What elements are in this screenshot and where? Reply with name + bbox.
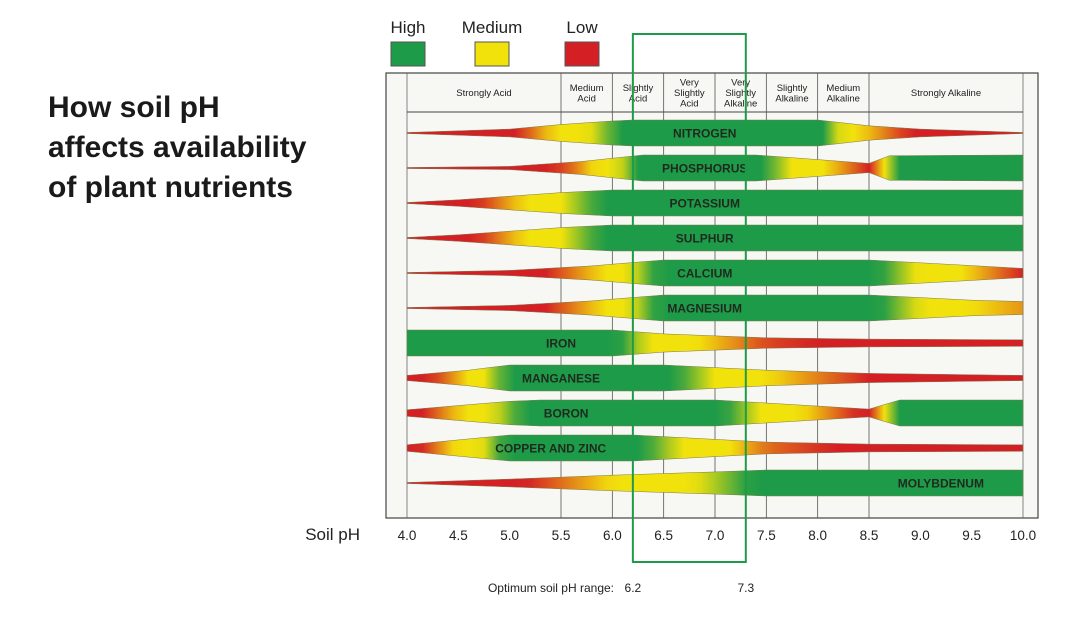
- legend-swatch-medium: [474, 41, 510, 67]
- nutrient-label: NITROGEN: [673, 127, 736, 141]
- zone-label-line: Acid: [680, 99, 698, 110]
- x-tick-label: 6.0: [603, 528, 622, 543]
- legend-swatch-high: [390, 41, 426, 67]
- zone-label-line: Acid: [629, 93, 647, 104]
- title-line-1: How soil pH: [48, 91, 220, 124]
- zone-label-line: Very: [680, 78, 699, 89]
- band-manganese: [406, 364, 1024, 392]
- zone-label-line: Strongly Alkaline: [911, 88, 981, 99]
- zone-label-line: Acid: [577, 93, 595, 104]
- zone-label-line: Slightly: [674, 88, 705, 99]
- zone-label-line: Strongly Acid: [456, 88, 511, 99]
- band-calcium: [406, 259, 1024, 287]
- nutrient-label: CALCIUM: [677, 267, 732, 281]
- legend-swatch-low: [564, 41, 600, 67]
- x-tick-label: 6.5: [654, 528, 673, 543]
- nutrient-label: PHOSPHORUS: [662, 162, 747, 176]
- nutrient-label: IRON: [546, 337, 576, 351]
- x-tick-label: 7.0: [706, 528, 725, 543]
- x-tick-label: 9.0: [911, 528, 930, 543]
- zone-label: Strongly Alkaline: [911, 88, 981, 99]
- x-tick-label: 5.5: [552, 528, 571, 543]
- band-molybdenum: [406, 469, 1024, 497]
- band-phosphorus: [406, 154, 1024, 182]
- band-nitrogen: [406, 119, 1024, 147]
- optimum-range-label: Optimum soil pH range:: [488, 581, 614, 595]
- zone-label-line: Slightly: [777, 83, 808, 94]
- zone-label-line: Very: [731, 78, 750, 89]
- zone-label-line: Alkaline: [827, 93, 860, 104]
- legend-label-medium: Medium: [462, 18, 522, 37]
- band-magnesium: [406, 294, 1024, 322]
- zone-label: Very Slightly Acid: [674, 78, 705, 110]
- optimum-range-box: [631, 33, 747, 563]
- zone-label-line: Alkaline: [775, 93, 808, 104]
- legend-label-high: High: [391, 18, 426, 37]
- x-tick-label: 10.0: [1010, 528, 1036, 543]
- zone-label-line: Slightly: [623, 83, 654, 94]
- band-potassium: [406, 189, 1024, 217]
- x-tick-label: 8.0: [808, 528, 827, 543]
- x-tick-label: 4.0: [398, 528, 417, 543]
- nutrient-label: BORON: [544, 407, 589, 421]
- nutrient-label: MAGNESIUM: [667, 302, 742, 316]
- zone-label: Slightly Alkaline: [775, 83, 808, 105]
- zone-label-line: Medium: [826, 83, 860, 94]
- optimum-range-from: 6.2: [625, 581, 642, 595]
- zone-label: Slightly Acid: [623, 83, 654, 105]
- nutrient-label: COPPER AND ZINC: [495, 442, 606, 456]
- optimum-range-to: 7.3: [737, 581, 754, 595]
- x-tick-label: 4.5: [449, 528, 468, 543]
- title-line-3: of plant nutrients: [48, 171, 293, 204]
- chart-title: How soil pH affects availability of plan…: [48, 88, 368, 208]
- zone-label: Medium Alkaline: [826, 83, 860, 105]
- x-tick-label: 5.0: [500, 528, 519, 543]
- band-iron: [406, 329, 1024, 357]
- band-sulphur: [406, 224, 1024, 252]
- nutrient-label: MOLYBDENUM: [898, 477, 984, 491]
- zone-label-line: Alkaline: [724, 99, 757, 110]
- zone-label-line: Medium: [570, 83, 604, 94]
- nutrient-label: SULPHUR: [676, 232, 734, 246]
- x-tick-label: 8.5: [860, 528, 879, 543]
- zone-label: Strongly Acid: [456, 88, 511, 99]
- legend-label-low: Low: [566, 18, 598, 37]
- x-tick-label: 7.5: [757, 528, 776, 543]
- nutrient-label: POTASSIUM: [670, 197, 740, 211]
- x-tick-label: 9.5: [962, 528, 981, 543]
- zone-label-line: Slightly: [725, 88, 756, 99]
- x-axis-label: Soil pH: [305, 525, 360, 544]
- band-boron: [406, 399, 1024, 427]
- zone-label: Very Slightly Alkaline: [724, 78, 757, 110]
- zone-label: Medium Acid: [570, 83, 604, 105]
- nutrient-label: MANGANESE: [522, 372, 600, 386]
- title-line-2: affects availability: [48, 131, 307, 164]
